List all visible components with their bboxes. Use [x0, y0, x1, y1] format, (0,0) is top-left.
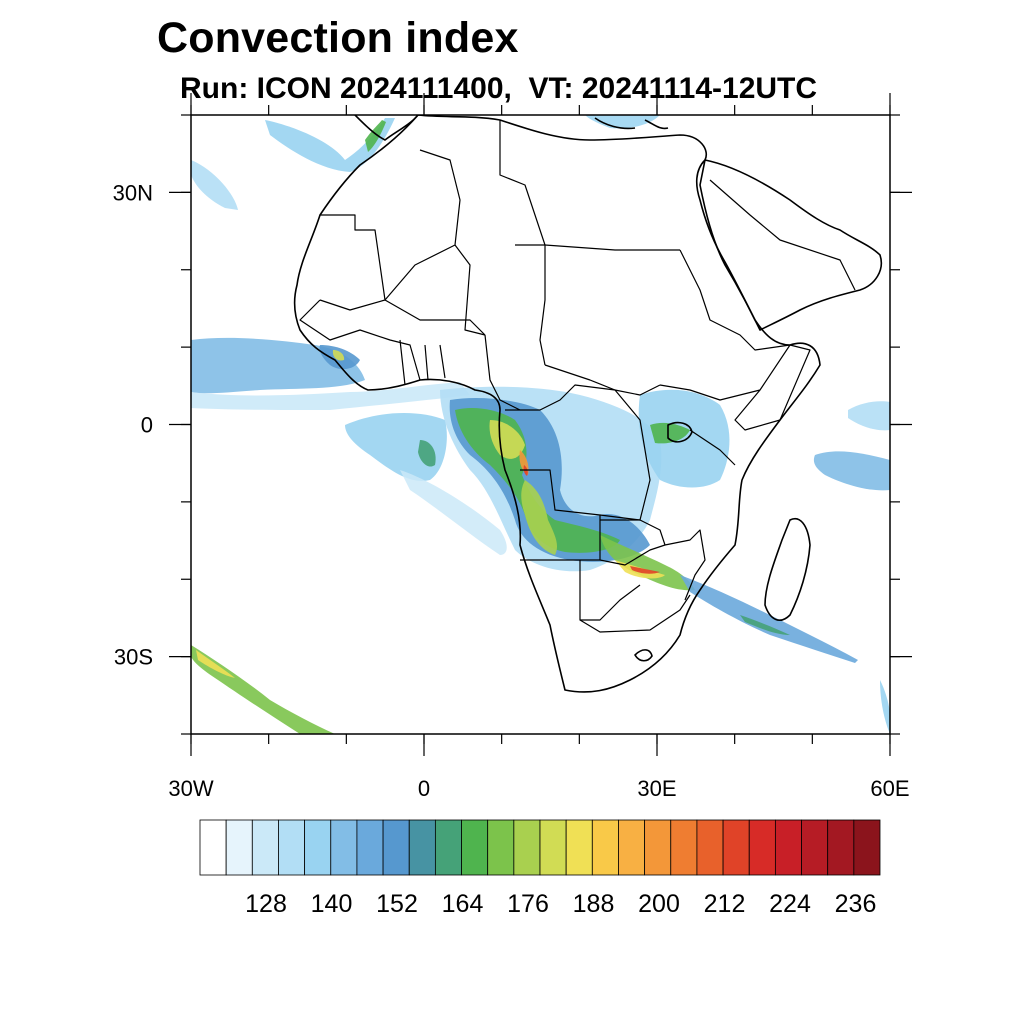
convection-region-east-africa	[638, 389, 730, 488]
coastlines	[293, 115, 882, 693]
colorbar-swatch	[487, 819, 515, 876]
convection-region-mozambique-band	[680, 575, 858, 663]
colorbar-swatch	[827, 819, 855, 876]
convection-region-east-africa-core	[650, 422, 690, 444]
colorbar-swatch	[591, 819, 619, 876]
lat-tick-label: 30S	[114, 645, 153, 670]
colorbar-label: 164	[442, 890, 484, 918]
colorbar-swatch	[382, 819, 410, 876]
border-south-sudan	[544, 364, 661, 396]
convection-region-madagascar-east	[880, 680, 890, 734]
colorbar-swatch	[774, 819, 802, 876]
convection-region-north-atlantic	[191, 160, 238, 210]
coastline-madagascar	[764, 518, 811, 621]
coastline-aegean	[594, 117, 669, 130]
border-west-africa-2	[399, 339, 446, 386]
colorbar-swatch	[513, 819, 541, 876]
convection-region-indian-ocean-north	[848, 401, 890, 431]
lon-tick-label: 60E	[870, 776, 909, 801]
colorbar-swatch	[461, 819, 489, 876]
border-angola	[520, 469, 601, 561]
border-egypt-sudan	[544, 244, 680, 251]
border-cameroon-gabon	[484, 334, 521, 411]
colorbar-label: 236	[835, 890, 877, 918]
lon-tick-label: 30W	[168, 776, 213, 801]
convection-region-zambia-red	[630, 566, 660, 574]
country-borders	[299, 120, 856, 633]
convection-region-south-atlantic-front-core	[196, 650, 235, 678]
colorbar-swatch	[565, 819, 593, 876]
lon-tick-label: 0	[418, 776, 430, 801]
colorbar-swatch	[434, 819, 462, 876]
border-sudan-chad	[539, 245, 546, 366]
colorbar-swatch	[722, 819, 750, 876]
convection-region-mediterranean	[585, 115, 660, 129]
chart-title: Convection index	[157, 14, 519, 62]
map-axes: 30W 0 30E 60E 30N 0 30S	[113, 93, 912, 801]
border-namibia-botswana	[579, 560, 641, 621]
colorbar-label: 152	[376, 890, 418, 918]
convection-region-south-atlantic-plume	[400, 470, 507, 555]
colorbar-swatch	[356, 819, 384, 876]
colorbar-swatch	[251, 819, 279, 876]
colorbar-label: 140	[311, 890, 353, 918]
colorbar-swatch	[278, 819, 306, 876]
colorbar-swatch	[618, 819, 646, 876]
colorbar-swatch	[330, 819, 358, 876]
lat-tick-label: 30N	[113, 180, 153, 205]
colorbar-label: 224	[769, 890, 811, 918]
colorbar-label: 212	[704, 890, 746, 918]
convection-region-zambia	[600, 535, 695, 591]
colorbar-swatch	[408, 819, 436, 876]
coastline-iberia	[354, 115, 419, 141]
border-mozambique	[664, 529, 706, 601]
colorbar-swatch	[670, 819, 698, 876]
convection-region-mozambique-core	[740, 615, 790, 635]
convection-region-guinea-core	[332, 350, 345, 361]
colorbar-label: 128	[245, 890, 287, 918]
convection-region-gulf-guinea-core	[418, 440, 436, 467]
colorbar-label: 176	[507, 890, 549, 918]
border-libya-egypt	[499, 120, 546, 246]
colorbar-label: 200	[638, 890, 680, 918]
coastline-arabia	[699, 159, 882, 331]
border-saudi	[709, 179, 856, 291]
lat-tick-label: 0	[141, 413, 153, 438]
convection-field	[191, 115, 890, 734]
border-south-africa	[579, 594, 691, 633]
convection-region-morocco-core	[365, 120, 386, 152]
chart-subtitle: Run: ICON 2024111400, VT: 20241114-12UTC	[180, 72, 818, 105]
border-ethiopia	[659, 249, 791, 401]
colorbar-swatch	[644, 819, 672, 876]
colorbar-swatch	[748, 819, 776, 876]
colorbar-swatch	[199, 819, 227, 876]
colorbar-swatch	[539, 819, 567, 876]
convection-region-gulf-guinea	[345, 413, 447, 481]
colorbar-label: 188	[573, 890, 615, 918]
border-algeria-libya	[384, 149, 461, 301]
coastline-africa	[293, 115, 821, 693]
border-drc-west	[505, 384, 651, 521]
colorbar-swatch	[225, 819, 253, 876]
convection-region-south-atlantic-front	[191, 645, 335, 734]
colorbar-swatch	[853, 819, 881, 876]
border-niger-nigeria	[384, 299, 486, 336]
border-somalia	[734, 344, 811, 431]
colorbar-swatch	[801, 819, 829, 876]
convection-region-itcz-atlantic-light	[191, 382, 470, 410]
convection-region-indian-ocean	[813, 451, 890, 491]
colorbar-swatch	[696, 819, 724, 876]
lon-tick-label: 30E	[637, 776, 676, 801]
convection-region-morocco	[265, 118, 395, 172]
coastline-lesotho	[634, 649, 653, 662]
border-algeria-mali	[319, 214, 386, 311]
convection-region-angola-yellow	[521, 480, 558, 555]
border-west-africa-1	[299, 299, 421, 381]
border-chad-niger	[454, 244, 486, 336]
convection-region-congo-yellow	[489, 420, 525, 459]
colorbar-swatch	[304, 819, 332, 876]
border-kenya-tanzania	[689, 429, 736, 466]
colorbar: 128 140 152 164 176 188 200 212 224 236	[199, 819, 881, 918]
